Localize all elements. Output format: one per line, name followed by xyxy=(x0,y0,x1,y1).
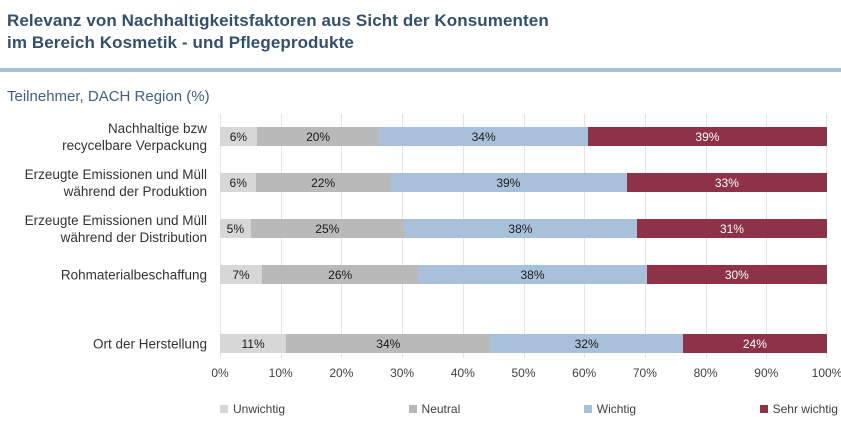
bar-row: 7% 26% 38% 30% xyxy=(220,265,827,284)
legend-label: Sehr wichtig xyxy=(772,402,838,416)
x-axis-tick: 80% xyxy=(693,366,718,380)
x-axis-tick: 20% xyxy=(329,366,354,380)
segment-value-label: 20% xyxy=(306,129,331,144)
stacked-bar-plot-area: 6% 20% 34% 39% 6% 22% 39% 33% 5% 25% 38% 31% 7% 26% 38… xyxy=(220,114,828,358)
bar-segment-sehr-wichtig: 39% xyxy=(587,127,827,146)
category-label: Erzeugte Emissionen und Müll während der… xyxy=(24,166,207,199)
segment-value-label: 34% xyxy=(376,336,401,351)
bar-segment-neutral: 20% xyxy=(256,127,380,146)
bar-segment-sehr-wichtig: 31% xyxy=(636,219,827,238)
legend-label: Unwichtig xyxy=(233,402,286,416)
bar-row: 6% 20% 34% 39% xyxy=(220,127,827,146)
category-label: Rohmaterialbeschaffung xyxy=(60,267,207,282)
x-axis-tick: 70% xyxy=(632,366,657,380)
bar-segment-neutral: 26% xyxy=(262,265,419,284)
x-axis-tick: 30% xyxy=(390,366,415,380)
bar-segment-wichtig: 34% xyxy=(379,127,588,146)
x-axis-tick: 90% xyxy=(754,366,779,380)
segment-value-label: 34% xyxy=(471,129,496,144)
legend-item-wichtig: Wichtig xyxy=(583,402,637,416)
bar-segment-unwichtig: 7% xyxy=(220,265,263,284)
legend-item-unwichtig: Unwichtig xyxy=(220,402,285,416)
segment-value-label: 33% xyxy=(714,175,739,190)
bar-segment-neutral: 22% xyxy=(256,173,390,192)
bar-row: 6% 22% 39% 33% xyxy=(220,173,828,192)
x-axis-tick: 100% xyxy=(811,366,841,380)
segment-value-label: 7% xyxy=(232,267,250,282)
bar-segment-wichtig: 32% xyxy=(490,334,683,353)
segment-value-label: 39% xyxy=(496,175,521,190)
legend-item-neutral: Neutral xyxy=(408,402,461,416)
bar-segment-wichtig: 39% xyxy=(389,173,627,192)
bar-row: 11% 34% 32% 24% xyxy=(220,334,827,353)
legend-label: Wichtig xyxy=(596,402,637,416)
segment-value-label: 11% xyxy=(241,336,265,351)
bar-segment-sehr-wichtig: 33% xyxy=(626,173,828,192)
bar-segment-sehr-wichtig: 30% xyxy=(646,265,827,284)
segment-value-label: 39% xyxy=(695,129,720,144)
chart-subtitle: Teilnehmer, DACH Region (%) xyxy=(7,88,210,105)
x-axis-tick: 0% xyxy=(211,366,229,380)
segment-value-label: 6% xyxy=(229,129,248,144)
segment-value-label: 32% xyxy=(574,336,599,351)
segment-value-label: 6% xyxy=(229,175,247,190)
bar-segment-unwichtig: 11% xyxy=(220,334,287,353)
bar-segment-unwichtig: 5% xyxy=(220,219,251,238)
bar-segment-neutral: 34% xyxy=(286,334,491,353)
legend-swatch-icon xyxy=(408,405,417,413)
legend-swatch-icon xyxy=(759,405,768,413)
bar-segment-wichtig: 38% xyxy=(418,265,647,284)
category-label: Ort der Herstellung xyxy=(92,336,207,351)
segment-value-label: 22% xyxy=(311,175,336,190)
x-axis-tick: 10% xyxy=(268,366,293,380)
segment-value-label: 38% xyxy=(508,221,533,236)
x-axis-tick: 60% xyxy=(572,366,597,380)
title-divider xyxy=(0,68,841,72)
x-axis-tick: 50% xyxy=(511,366,536,380)
bar-segment-unwichtig: 6% xyxy=(220,173,257,192)
segment-value-label: 5% xyxy=(226,221,244,236)
segment-value-label: 30% xyxy=(724,267,749,282)
category-label: Nachhaltige bzw recycelbare Verpackung xyxy=(62,120,207,153)
x-axis-tick: 40% xyxy=(450,366,475,380)
segment-value-label: 26% xyxy=(328,267,353,282)
page-title: Relevanz von Nachhaltigkeitsfaktoren aus… xyxy=(7,11,549,52)
bar-segment-unwichtig: 6% xyxy=(220,127,257,146)
chart-legend: Unwichtig Neutral Wichtig Sehr wichtig xyxy=(220,402,838,416)
legend-swatch-icon xyxy=(583,405,592,413)
segment-value-label: 38% xyxy=(520,267,545,282)
segment-value-label: 24% xyxy=(742,336,767,351)
category-label: Erzeugte Emissionen und Müll während der… xyxy=(24,212,207,245)
bar-segment-neutral: 25% xyxy=(250,219,404,238)
legend-swatch-icon xyxy=(220,405,228,413)
segment-value-label: 25% xyxy=(315,221,340,236)
legend-item-sehr-wichtig: Sehr wichtig xyxy=(759,402,838,416)
bar-segment-wichtig: 38% xyxy=(403,219,637,238)
legend-label: Neutral xyxy=(421,402,461,416)
bar-segment-sehr-wichtig: 24% xyxy=(682,334,827,353)
bar-row: 5% 25% 38% 31% xyxy=(220,219,827,238)
segment-value-label: 31% xyxy=(719,221,744,236)
